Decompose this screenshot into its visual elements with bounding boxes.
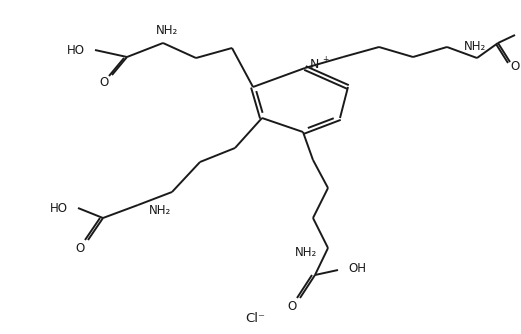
Text: Cl⁻: Cl⁻ — [245, 312, 265, 325]
Text: NH₂: NH₂ — [156, 24, 178, 37]
Text: HO: HO — [67, 43, 85, 56]
Text: +: + — [322, 55, 328, 64]
Text: HO: HO — [50, 201, 68, 214]
Text: O: O — [511, 60, 519, 73]
Text: NH₂: NH₂ — [149, 203, 171, 216]
Text: O: O — [288, 300, 296, 313]
Text: O: O — [100, 76, 108, 90]
Text: NH₂: NH₂ — [464, 39, 486, 52]
Text: O: O — [76, 241, 84, 255]
Text: N: N — [309, 58, 319, 71]
Text: OH: OH — [348, 262, 366, 275]
Text: NH₂: NH₂ — [295, 246, 317, 260]
